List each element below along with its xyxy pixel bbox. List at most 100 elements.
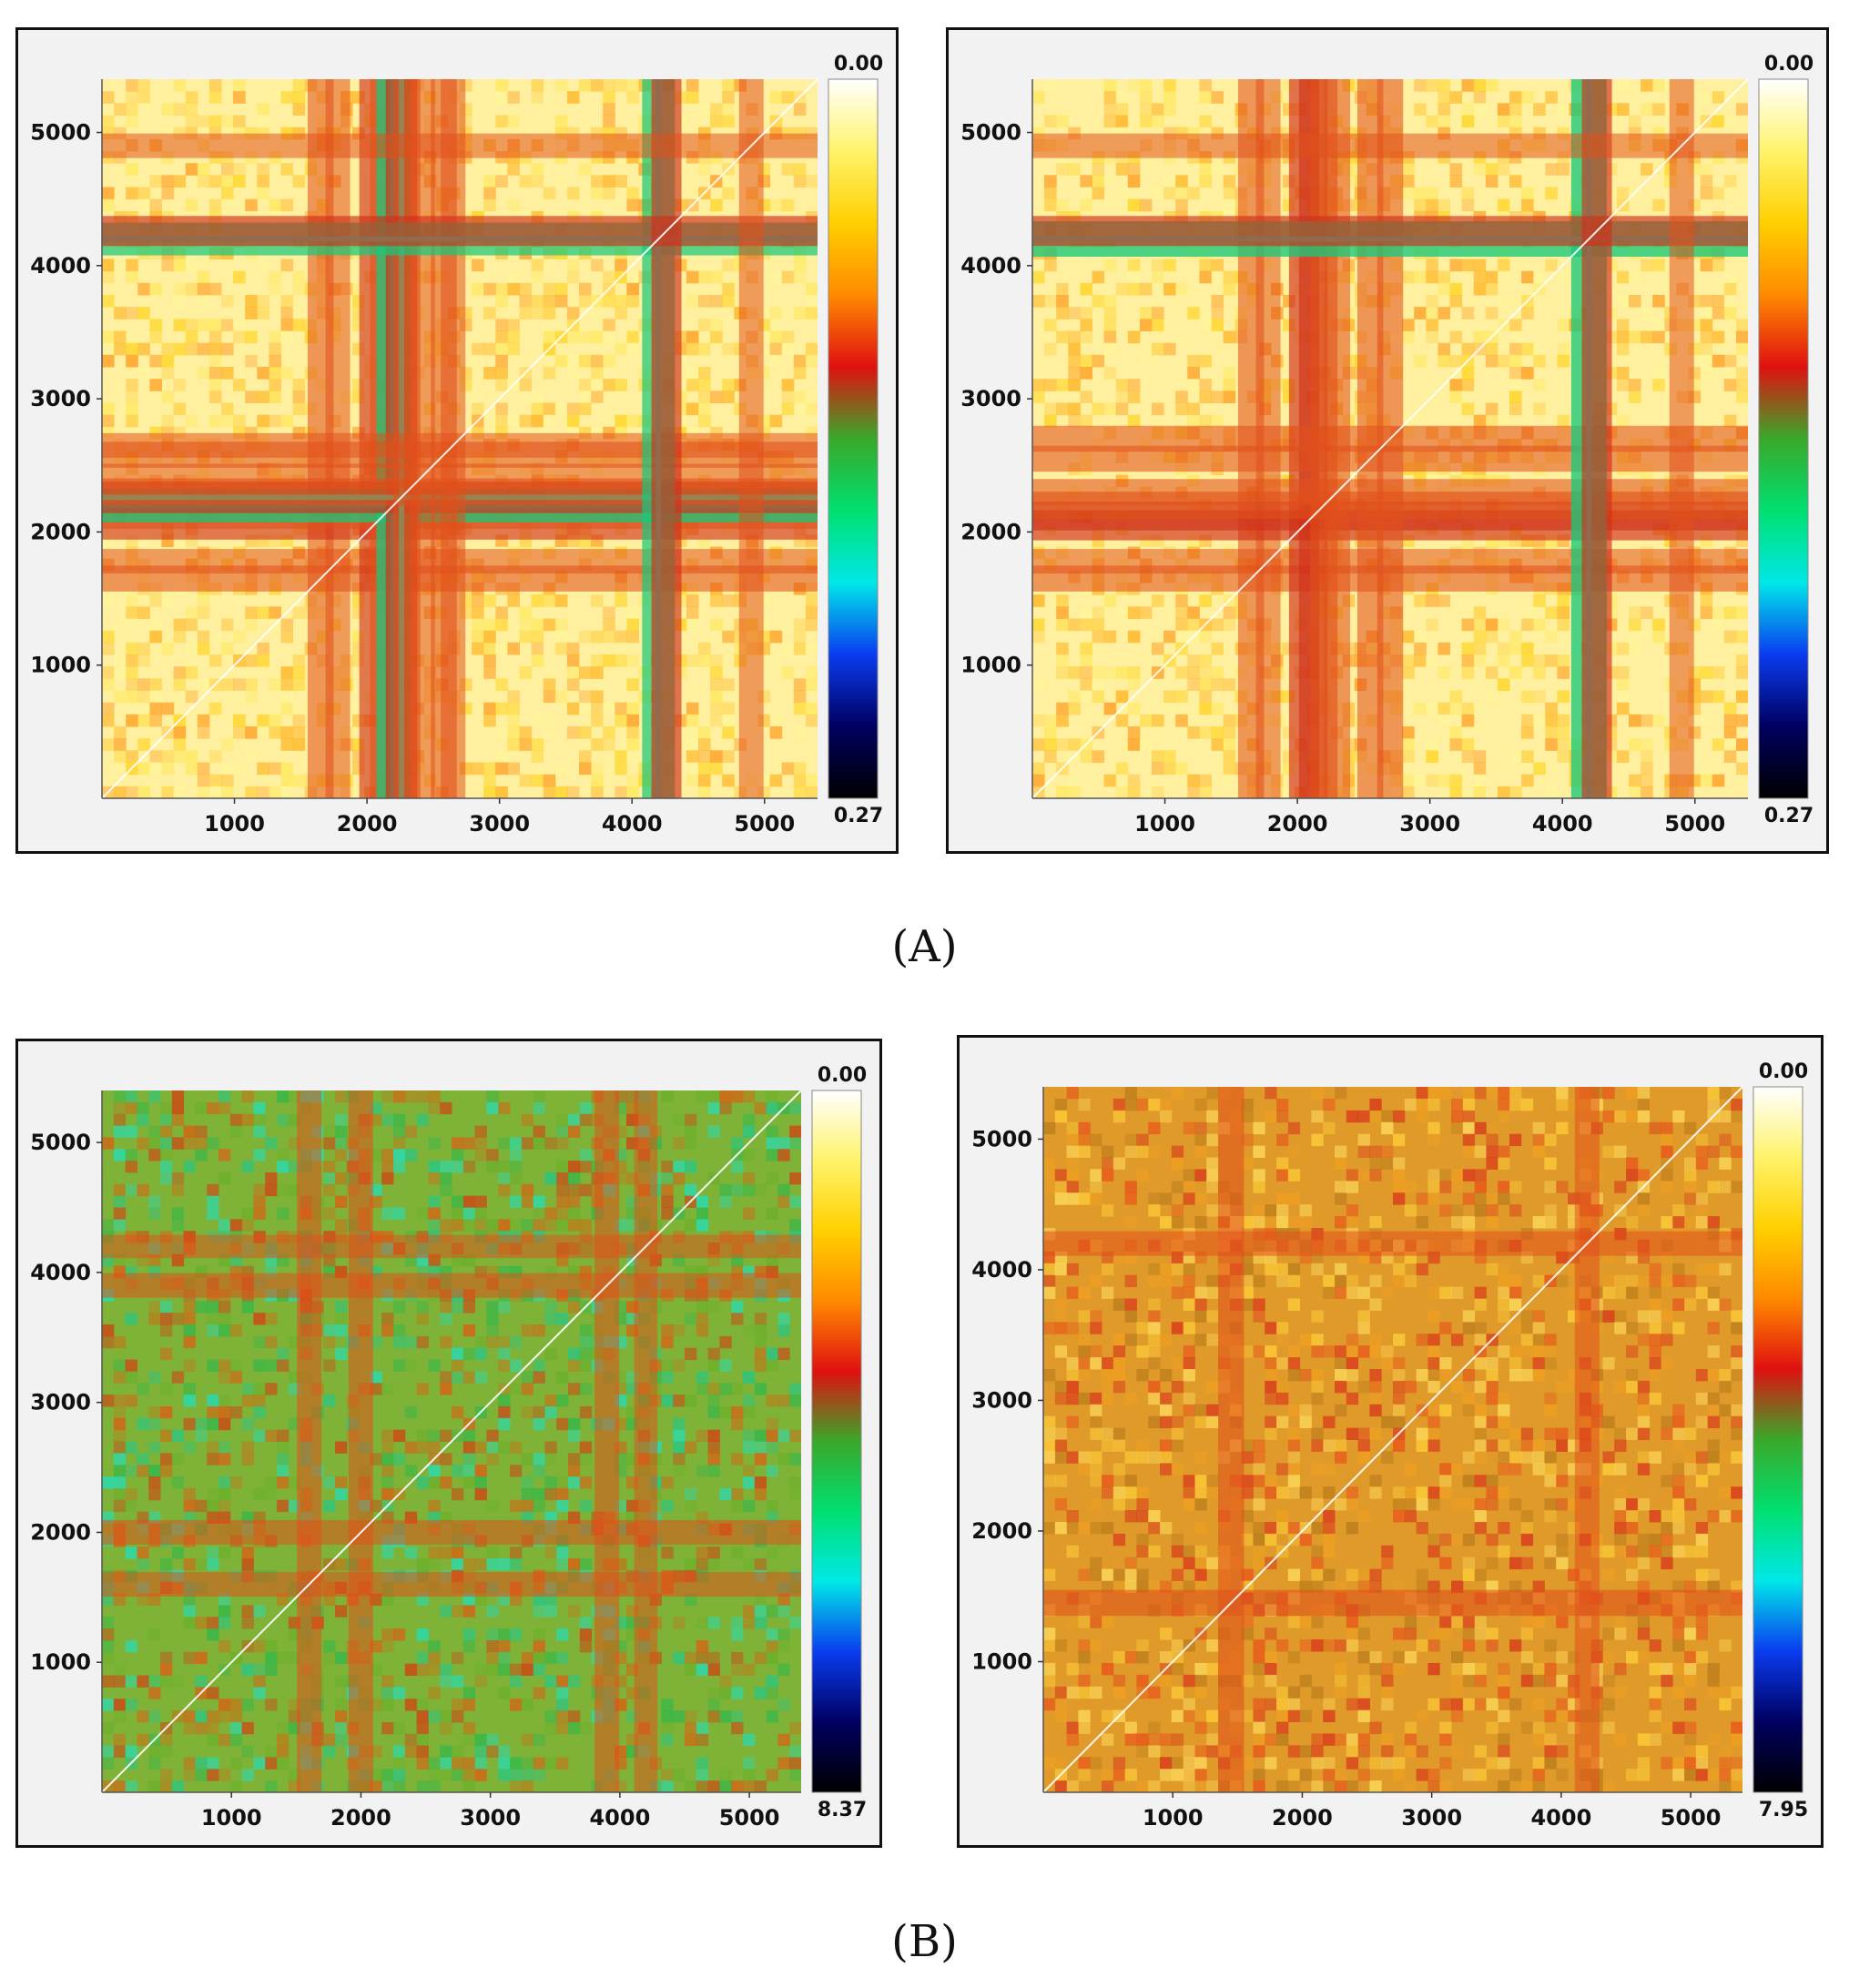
heatmap-cell <box>218 1359 231 1372</box>
heatmap-cell <box>591 354 604 368</box>
heatmap-cell <box>160 1745 173 1758</box>
heatmap-cell <box>686 726 699 739</box>
heatmap-cell <box>185 666 198 679</box>
heatmap-cell <box>722 115 735 128</box>
heatmap-cell <box>1449 379 1463 391</box>
x-tick-label: 4000 <box>602 811 663 837</box>
heatmap-cell <box>1103 115 1117 128</box>
heatmap-cell <box>233 762 246 776</box>
heatmap-cell <box>731 1161 744 1173</box>
heatmap-cell <box>173 319 187 331</box>
heatmap-cell <box>1044 187 1057 200</box>
heatmap-cell <box>507 342 520 356</box>
heatmap-cell <box>698 270 711 284</box>
heatmap-cell <box>1187 187 1200 200</box>
heatmap-cell <box>544 1313 557 1325</box>
heatmap-cell <box>568 1219 581 1232</box>
heatmap-cell <box>1461 642 1475 655</box>
heatmap-cell <box>161 259 175 272</box>
heatmap-cell <box>543 187 556 200</box>
heatmap-cell <box>1199 175 1212 188</box>
heatmap-cell <box>440 1745 452 1758</box>
heatmap-band-vertical <box>738 79 764 798</box>
heatmap-cell <box>440 1313 452 1325</box>
heatmap-cell <box>1485 414 1499 428</box>
heatmap-cell <box>1509 642 1522 655</box>
colorbar-top-label: 0.00 <box>818 1064 867 1087</box>
heatmap-cell <box>1199 319 1212 331</box>
heatmap-cell <box>292 738 306 751</box>
heatmap-cell <box>781 618 795 632</box>
heatmap-cell <box>381 1675 394 1688</box>
heatmap-cell <box>253 1605 266 1618</box>
heatmap-cell <box>1509 91 1522 104</box>
heatmap-cell <box>754 1335 767 1349</box>
heatmap-cell <box>1103 103 1117 116</box>
heatmap-cell <box>1712 354 1725 368</box>
heatmap-cell <box>1080 414 1092 428</box>
heatmap-cell <box>769 330 783 344</box>
heatmap-cell <box>533 1125 545 1138</box>
heatmap-cell <box>533 1757 545 1770</box>
heatmap-cell <box>245 750 258 763</box>
heatmap-cell <box>719 1101 732 1115</box>
heatmap-cell <box>1557 103 1570 116</box>
heatmap-cell <box>113 1453 127 1466</box>
heatmap-cell <box>495 786 508 798</box>
heatmap-cell <box>519 379 533 391</box>
heatmap-cell <box>245 690 258 704</box>
heatmap-cell <box>615 702 627 715</box>
heatmap-cell <box>1127 390 1141 403</box>
heatmap-cell <box>1533 270 1546 284</box>
heatmap-cell <box>125 1780 137 1792</box>
heatmap-cell <box>428 1137 441 1150</box>
heatmap-cell <box>126 259 138 272</box>
heatmap-cell <box>208 630 222 644</box>
heatmap-cell <box>221 367 234 380</box>
heatmap-cell <box>257 175 269 188</box>
heatmap-cell <box>233 414 246 428</box>
heatmap-cell <box>221 414 234 428</box>
heatmap-cell <box>1092 750 1105 763</box>
heatmap-cell <box>1461 259 1475 272</box>
heatmap-cell <box>137 678 150 691</box>
heatmap-cell <box>1438 282 1450 296</box>
heatmap-cell <box>793 163 807 176</box>
heatmap-cell <box>218 1710 231 1723</box>
heatmap-cell <box>498 1639 511 1653</box>
heatmap-cell <box>495 115 508 128</box>
heatmap-cell <box>686 618 699 632</box>
heatmap-cell <box>257 259 269 272</box>
heatmap-cell <box>148 1417 161 1431</box>
heatmap-cell <box>1056 606 1069 619</box>
heatmap-cell <box>1641 606 1653 619</box>
heatmap-cell <box>474 1675 487 1688</box>
heatmap-cell <box>245 786 258 798</box>
heatmap-cell <box>218 1090 231 1103</box>
heatmap-cell <box>208 282 222 296</box>
x-tick-label: 2000 <box>1267 811 1328 837</box>
heatmap-cell <box>1652 198 1665 212</box>
heatmap-cell <box>1068 330 1081 344</box>
heatmap-cell <box>208 319 222 331</box>
heatmap-cell <box>1139 91 1153 104</box>
heatmap-cell <box>474 1219 487 1232</box>
heatmap-cell <box>531 390 544 403</box>
heatmap-cell <box>1723 187 1737 200</box>
heatmap-cell <box>173 678 187 691</box>
heatmap-cell <box>292 666 306 679</box>
heatmap-cell <box>1723 414 1737 428</box>
heatmap-cell <box>1712 738 1725 751</box>
heatmap-cell <box>626 738 639 751</box>
heatmap-cell <box>171 1090 185 1103</box>
heatmap-cell <box>126 402 138 416</box>
heatmap-cell <box>1115 690 1129 704</box>
heatmap-cell <box>1115 163 1129 176</box>
heatmap-cell <box>221 738 234 751</box>
heatmap-cell <box>543 91 556 104</box>
heatmap-cell <box>335 1699 348 1711</box>
heatmap-cell <box>1426 259 1438 272</box>
heatmap-cell <box>125 1441 137 1454</box>
heatmap-cell <box>1068 402 1081 416</box>
heatmap-cell <box>1056 115 1069 128</box>
